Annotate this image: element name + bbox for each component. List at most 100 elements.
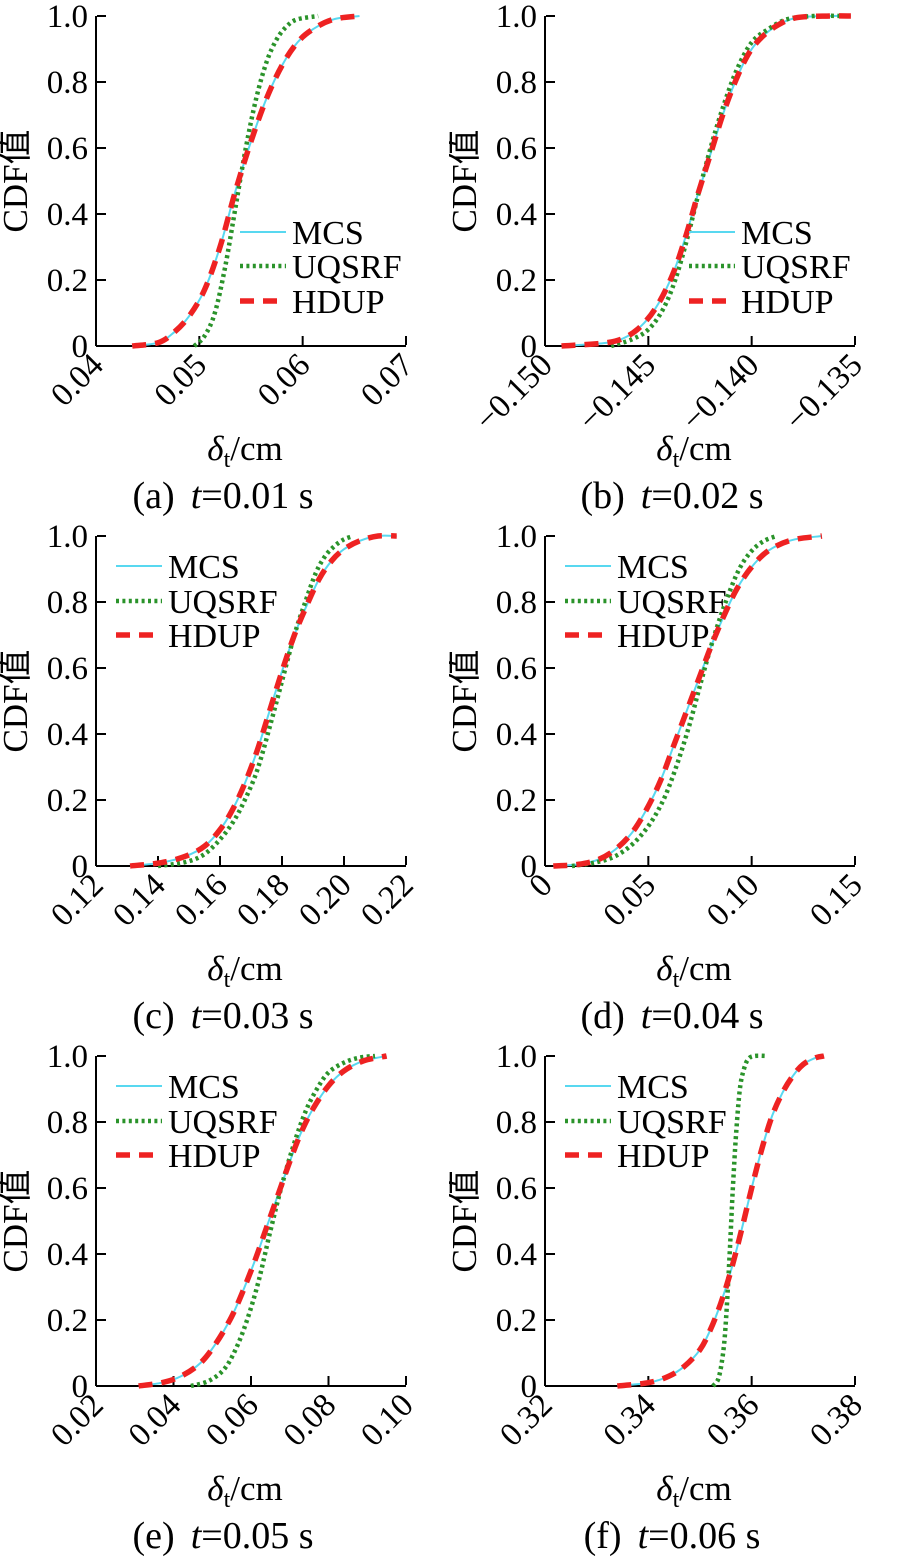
y-tick-label: 0.2 bbox=[496, 263, 537, 299]
x-axis-label: δt/cm bbox=[207, 1469, 282, 1513]
legend-label-uqsrf: UQSRF bbox=[168, 584, 278, 621]
y-tick-label: 0.8 bbox=[496, 65, 537, 101]
y-tick-label: 0.2 bbox=[47, 783, 88, 819]
legend-label-uqsrf: UQSRF bbox=[168, 1104, 278, 1141]
y-tick-label: 0.8 bbox=[496, 1105, 537, 1141]
y-tick-label: 0.6 bbox=[47, 1171, 88, 1207]
y-tick-label: 1.0 bbox=[496, 520, 537, 555]
x-tick-label: −0.140 bbox=[675, 347, 766, 438]
y-tick-label: 0.4 bbox=[47, 197, 88, 233]
x-tick-label: 0.22 bbox=[354, 867, 420, 933]
subplot-d: 0 0.2 0.4 0.6 0.8 1.0 0 0.05 0.10 0.15 CDF值 δt/cm MC… bbox=[449, 520, 897, 1040]
y-tick-label: 0.8 bbox=[47, 585, 88, 621]
x-tick-label: −0.150 bbox=[469, 347, 560, 438]
y-tick-label: 1.0 bbox=[47, 0, 88, 35]
series-hdup-curve bbox=[561, 13, 851, 349]
y-tick-label: 0.4 bbox=[47, 1237, 88, 1273]
subplot-a: 0 0.2 0.4 0.6 0.8 1.0 0.04 0.05 0.06 0.07 CDF值 δt/c… bbox=[0, 0, 449, 520]
legend-label-hdup: HDUP bbox=[617, 1138, 710, 1175]
y-axis-label: CDF值 bbox=[449, 1169, 484, 1272]
legend-label-mcs: MCS bbox=[168, 549, 240, 586]
x-axis-label: δt/cm bbox=[656, 949, 731, 993]
x-tick-label: 0 bbox=[523, 867, 560, 904]
y-tick-label: 0 bbox=[521, 1369, 538, 1405]
y-tick-label: 0.6 bbox=[496, 131, 537, 167]
subplot-b: 0 0.2 0.4 0.6 0.8 1.0 −0.150 −0.145 −0.140 −0.135… bbox=[449, 0, 897, 520]
legend-label-hdup: HDUP bbox=[292, 284, 385, 321]
x-tick-label: 0.10 bbox=[354, 1387, 420, 1453]
legend-label-uqsrf: UQSRF bbox=[741, 249, 851, 286]
y-tick-label: 0.4 bbox=[496, 197, 537, 233]
caption-d: (d) t=0.04 s bbox=[580, 995, 763, 1037]
legend-label-hdup: HDUP bbox=[741, 284, 834, 321]
y-tick-label: 1.0 bbox=[47, 1040, 88, 1075]
subplot-f: 0 0.2 0.4 0.6 0.8 1.0 0.32 0.34 0.36 0.38 CDF值 δt/c… bbox=[449, 1040, 897, 1564]
caption-a: (a) t=0.01 s bbox=[133, 475, 314, 517]
series-hdup-curve bbox=[131, 13, 360, 349]
x-tick-label: 0.06 bbox=[199, 1387, 265, 1453]
y-axis-label: CDF值 bbox=[449, 129, 484, 232]
chart-c: 0 0.2 0.4 0.6 0.8 1.0 0.120.140.160.180.200.22… bbox=[0, 520, 421, 1037]
y-tick-label: 0.4 bbox=[47, 717, 88, 753]
y-tick-label: 0.8 bbox=[47, 65, 88, 101]
x-tick-label: 0.05 bbox=[597, 867, 663, 933]
y-tick-label: 1.0 bbox=[47, 520, 88, 555]
y-axis-label: CDF值 bbox=[0, 649, 35, 752]
caption-c: (c) t=0.03 s bbox=[133, 995, 314, 1037]
x-tick-label: 0.36 bbox=[700, 1387, 766, 1453]
x-tick-label: 0.15 bbox=[803, 867, 869, 933]
x-axis-label: δt/cm bbox=[656, 429, 731, 473]
y-tick-label: 0.2 bbox=[47, 1303, 88, 1339]
x-tick-label: 0.12 bbox=[44, 867, 110, 933]
y-tick-label: 0.6 bbox=[47, 131, 88, 167]
y-tick-label: 0 bbox=[521, 329, 538, 365]
x-tick-label: 0.20 bbox=[292, 867, 358, 933]
series-uqsrf-curve bbox=[571, 533, 778, 869]
series-uqsrf-curve bbox=[711, 1053, 768, 1388]
y-tick-label: 0.2 bbox=[47, 263, 88, 299]
y-tick-label: 0.6 bbox=[496, 651, 537, 687]
caption-b: (b) t=0.02 s bbox=[580, 475, 763, 517]
x-tick-label: 0.18 bbox=[230, 867, 296, 933]
caption-e: (e) t=0.05 s bbox=[133, 1515, 314, 1557]
chart-b: 0 0.2 0.4 0.6 0.8 1.0 −0.150 −0.145 −0.140 −0.135… bbox=[449, 0, 870, 517]
x-tick-label: 0.38 bbox=[803, 1387, 869, 1453]
y-tick-label: 0 bbox=[521, 849, 538, 885]
legend-label-mcs: MCS bbox=[617, 549, 689, 586]
y-axis-label: CDF值 bbox=[449, 649, 484, 752]
y-tick-label: 0.8 bbox=[47, 1105, 88, 1141]
caption-f: (f) t=0.06 s bbox=[584, 1515, 761, 1557]
x-tick-label: 0.04 bbox=[122, 1387, 188, 1453]
chart-d: 0 0.2 0.4 0.6 0.8 1.0 0 0.05 0.10 0.15 CDF值 δt/cm MC… bbox=[449, 520, 870, 1037]
series-hdup-curve bbox=[129, 532, 397, 869]
series-hdup-curve bbox=[616, 1053, 825, 1389]
x-tick-label: 0.10 bbox=[700, 867, 766, 933]
y-tick-label: 0.4 bbox=[496, 717, 537, 753]
x-tick-label: 0.06 bbox=[251, 347, 317, 413]
legend-label-uqsrf: UQSRF bbox=[292, 249, 402, 286]
x-tick-label: 0.02 bbox=[44, 1387, 110, 1453]
subplot-c: 0 0.2 0.4 0.6 0.8 1.0 0.12 0.14 0.16 0.18 0.20 0.22… bbox=[0, 520, 449, 1040]
x-tick-label: 0.34 bbox=[597, 1387, 663, 1453]
subplot-e: 0 0.2 0.4 0.6 0.8 1.0 0.02 0.04 0.06 0.08 0.10 CDF值… bbox=[0, 1040, 449, 1564]
chart-a: 0 0.2 0.4 0.6 0.8 1.0 0.04 0.05 0.06 0.07 CDF值 δt/c… bbox=[0, 0, 421, 517]
y-tick-label: 1.0 bbox=[496, 0, 537, 35]
chart-e: 0 0.2 0.4 0.6 0.8 1.0 0.02 0.04 0.06 0.08 0.10 CDF值… bbox=[0, 1040, 421, 1557]
x-axis-label: δt/cm bbox=[207, 429, 282, 473]
x-axis-label: δt/cm bbox=[656, 1469, 731, 1513]
legend-label-mcs: MCS bbox=[617, 1069, 689, 1106]
y-tick-label: 0.6 bbox=[496, 1171, 537, 1207]
legend-label-hdup: HDUP bbox=[617, 618, 710, 655]
y-axis-label: CDF值 bbox=[0, 129, 35, 232]
x-tick-label: 0.04 bbox=[44, 347, 110, 413]
x-tick-label: 0.05 bbox=[148, 347, 214, 413]
y-tick-label: 0.2 bbox=[496, 1303, 537, 1339]
y-tick-label: 0 bbox=[72, 849, 89, 885]
x-tick-label: 0.14 bbox=[106, 867, 172, 933]
